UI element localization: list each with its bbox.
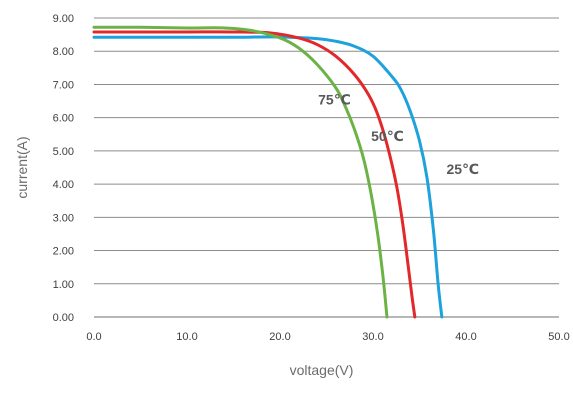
x-tick-label: 50.0 (548, 331, 569, 343)
series-label: 75℃ (318, 91, 351, 107)
y-axis-label: current(A) (14, 136, 30, 198)
series-line-50c (92, 30, 417, 319)
series-lines (92, 25, 444, 319)
x-axis-ticks: 0.0 10.0 20.0 30.0 40.0 50.0 (86, 331, 569, 343)
y-tick-label: 7.00 (53, 79, 74, 91)
series-line-25c (92, 35, 444, 319)
y-tick-label: 5.00 (53, 146, 74, 158)
y-tick-label: 9.00 (53, 13, 74, 25)
series-annotations: 75℃ 50℃ 25℃ (318, 91, 479, 177)
series-label: 50℃ (371, 128, 404, 144)
series-line-75c (92, 25, 389, 319)
x-tick-label: 30.0 (362, 331, 383, 343)
x-tick-label: 10.0 (176, 331, 197, 343)
series-label: 25℃ (446, 161, 479, 177)
y-tick-label: 1.00 (53, 279, 74, 291)
y-tick-label: 8.00 (53, 46, 74, 58)
y-axis-ticks: 0.00 1.00 2.00 3.00 4.00 5.00 6.00 7.00 8.00 9.00 (53, 13, 74, 324)
y-tick-label: 2.00 (53, 246, 74, 258)
y-tick-label: 3.00 (53, 212, 74, 224)
x-tick-label: 40.0 (455, 331, 476, 343)
y-tick-label: 6.00 (53, 113, 74, 125)
x-tick-label: 20.0 (269, 331, 290, 343)
y-tick-label: 4.00 (53, 179, 74, 191)
x-tick-label: 0.0 (86, 331, 101, 343)
grid-lines (94, 17, 559, 318)
y-tick-label: 0.00 (53, 312, 74, 324)
x-axis-label: voltage(V) (290, 362, 354, 378)
